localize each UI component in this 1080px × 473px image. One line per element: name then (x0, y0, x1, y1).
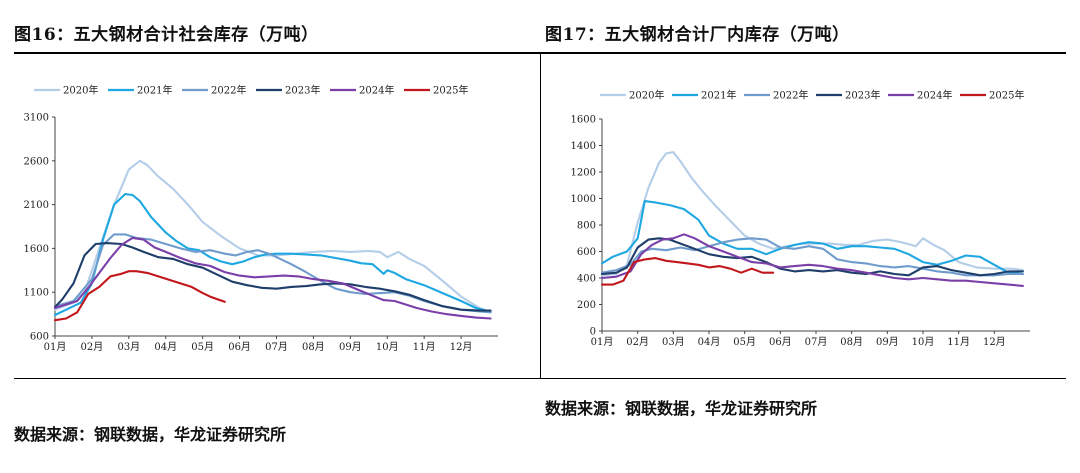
figure-16-title: 图16：五大钢材合计社会库存（万吨） (14, 25, 319, 45)
x-tick-label: 08月 (840, 336, 863, 348)
figure-17-title: 图17：五大钢材合计厂内库存（万吨） (545, 25, 850, 45)
series-line-2021年 (53, 193, 492, 317)
x-tick-label: 10月 (912, 336, 935, 348)
x-tick-label: 02月 (626, 336, 649, 348)
x-tick-label: 04月 (698, 336, 721, 348)
y-tick-label: 1200 (571, 168, 596, 179)
y-tick-label: 3100 (24, 113, 49, 124)
x-tick-label: 09月 (339, 341, 362, 353)
legend-label-2020年: 2020年 (63, 84, 98, 97)
legend-label-2023年: 2023年 (845, 89, 880, 102)
series-line-2022年 (600, 237, 1024, 277)
legend-label-2024年: 2024年 (917, 89, 952, 102)
chart-16-social-inventory: 2020年 2021年 2022年 2023年 2024年 2025年 600 1100 160… (24, 84, 498, 353)
y-tick-label: 800 (577, 221, 596, 232)
series-line-2025年 (53, 270, 226, 322)
y-tick-label: 400 (577, 274, 596, 285)
series-line-2023年 (53, 242, 492, 312)
x-tick-label: 07月 (805, 336, 828, 348)
x-tick-label: 09月 (876, 336, 899, 348)
x-tick-label: 01月 (591, 336, 614, 348)
x-tick-label: 11月 (413, 341, 436, 353)
x-tick-label: 04月 (154, 341, 177, 353)
chart-17-factory-inventory: 2020年 2021年 2022年 2023年 2024年 2025年 0 200 400 600… (571, 89, 1030, 348)
x-tick-label: 06月 (228, 341, 251, 353)
y-tick-label: 1600 (571, 115, 596, 126)
legend-label-2020年: 2020年 (629, 89, 664, 102)
y-tick-label: 0 (590, 327, 596, 338)
y-tick-label: 2600 (24, 156, 49, 167)
x-tick-label: 11月 (947, 336, 970, 348)
x-tick-label: 05月 (191, 341, 214, 353)
x-tick-label: 03月 (662, 336, 685, 348)
legend-label-2024年: 2024年 (359, 84, 394, 97)
y-tick-label: 1400 (571, 141, 596, 152)
x-tick-label: 01月 (44, 341, 67, 353)
panel-divider (540, 52, 541, 378)
x-tick-label: 02月 (81, 341, 104, 353)
y-tick-label: 1100 (24, 288, 49, 299)
x-tick-label: 07月 (265, 341, 288, 353)
legend-label-2021年: 2021年 (137, 84, 172, 97)
y-tick-label: 200 (577, 300, 596, 311)
y-tick-label: 1000 (571, 194, 596, 205)
legend-label-2025年: 2025年 (989, 89, 1024, 102)
y-tick-label: 2100 (24, 200, 49, 211)
series-line-2024年 (600, 233, 1024, 287)
x-tick-label: 06月 (769, 336, 792, 348)
x-tick-label: 10月 (376, 341, 399, 353)
x-tick-label: 12月 (450, 341, 473, 353)
series-line-2025年 (600, 257, 775, 286)
legend-label-2022年: 2022年 (773, 89, 808, 102)
legend-label-2022年: 2022年 (211, 84, 246, 97)
legend-label-2025年: 2025年 (433, 84, 468, 97)
series-line-2020年 (53, 159, 492, 314)
figure-17-source: 数据来源：钢联数据，华龙证券研究所 (545, 399, 818, 418)
series-line-2024年 (53, 236, 492, 320)
y-tick-label: 600 (577, 247, 596, 258)
x-tick-label: 08月 (302, 341, 325, 353)
x-tick-label: 05月 (733, 336, 756, 348)
y-tick-label: 1600 (24, 244, 49, 255)
x-tick-label: 03月 (117, 341, 140, 353)
x-tick-label: 12月 (983, 336, 1006, 348)
figure-16-source: 数据来源：钢联数据，华龙证券研究所 (14, 425, 287, 444)
series-line-2023年 (600, 237, 1024, 277)
legend-label-2023年: 2023年 (285, 84, 320, 97)
series-line-2021年 (600, 200, 1024, 276)
bottom-rule (14, 378, 1066, 379)
y-tick-label: 600 (30, 332, 49, 343)
legend-label-2021年: 2021年 (701, 89, 736, 102)
